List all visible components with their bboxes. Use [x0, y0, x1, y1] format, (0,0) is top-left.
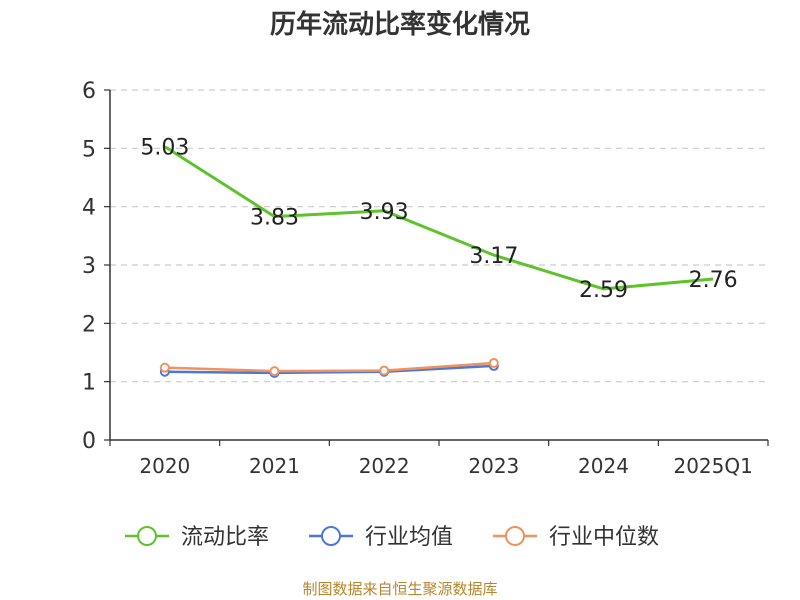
legend-marker — [321, 526, 341, 546]
data-point — [159, 362, 170, 373]
y-tick-label: 1 — [82, 371, 96, 396]
legend-item: 行业均值 — [309, 525, 453, 550]
y-tick-label: 5 — [82, 137, 96, 162]
data-label: 3.93 — [360, 200, 409, 225]
x-tick-label: 2020 — [139, 454, 190, 478]
y-tick-label: 4 — [82, 196, 96, 221]
chart-title: 历年流动比率变化情况 — [269, 10, 530, 40]
y-tick-label: 0 — [82, 429, 96, 454]
series-line — [164, 364, 494, 375]
source-note: 制图数据来自恒生聚源数据库 — [302, 580, 498, 598]
data-point — [488, 358, 499, 368]
data-point — [269, 366, 280, 377]
x-tick-label: 2025Q1 — [673, 454, 752, 478]
legend-marker — [505, 526, 525, 546]
data-label: 5.03 — [140, 136, 189, 161]
legend-marker — [137, 526, 157, 546]
series-line — [164, 361, 494, 373]
y-tick-label: 2 — [82, 312, 96, 337]
x-tick-label: 2024 — [578, 454, 629, 478]
series-line — [164, 145, 714, 291]
data-label: 2.76 — [689, 268, 738, 293]
y-tick-label: 3 — [82, 254, 96, 279]
legend-item: 流动比率 — [125, 525, 269, 550]
data-label: 2.59 — [579, 278, 628, 303]
legend-label: 行业均值 — [365, 525, 453, 550]
data-label: 3.17 — [469, 244, 518, 269]
legend-label: 行业中位数 — [549, 525, 659, 550]
legend-item: 行业中位数 — [493, 525, 659, 550]
legend-label: 流动比率 — [181, 525, 269, 550]
data-label: 3.83 — [250, 206, 299, 231]
x-tick-label: 2022 — [359, 454, 410, 478]
y-tick-label: 6 — [82, 79, 96, 104]
x-tick-label: 2021 — [249, 454, 300, 478]
x-tick-label: 2023 — [468, 454, 519, 478]
data-point — [379, 365, 390, 376]
